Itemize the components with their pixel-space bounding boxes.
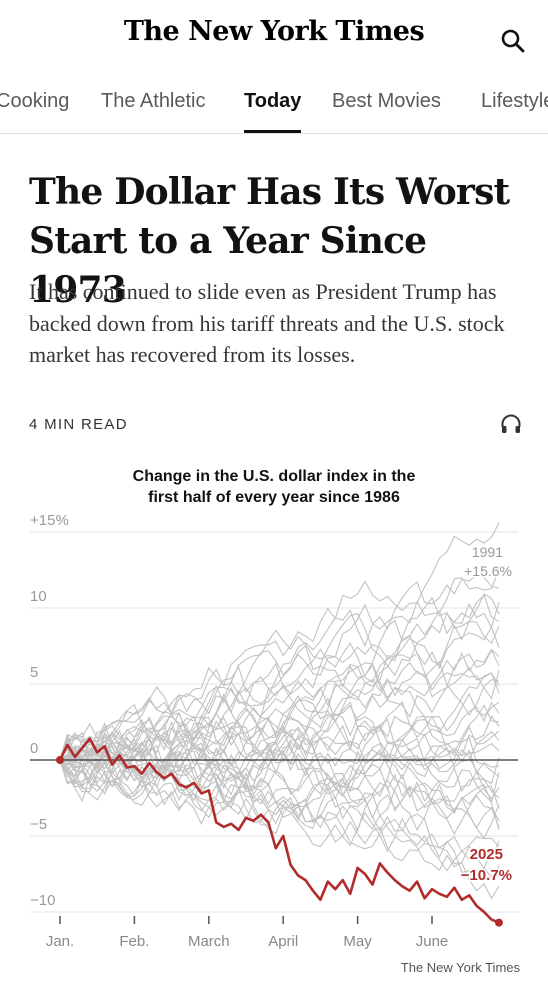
x-tick-label: March bbox=[188, 933, 230, 950]
x-tick-label: Jan. bbox=[46, 933, 74, 950]
chart-credit: The New York Times bbox=[400, 960, 520, 975]
headline-line-2: Start to a Year Since 1973 bbox=[29, 220, 427, 311]
nav-item-the-athletic[interactable]: The Athletic bbox=[101, 90, 206, 112]
x-tick-label: Feb. bbox=[119, 933, 149, 950]
background-year-line bbox=[59, 718, 500, 797]
nav-item-today[interactable]: Today bbox=[244, 88, 302, 133]
background-year-line bbox=[59, 661, 500, 781]
year-2025-end-dot bbox=[494, 918, 503, 927]
background-year-line bbox=[59, 648, 500, 765]
site-header: The New York Times bbox=[0, 0, 548, 78]
background-year-line bbox=[59, 733, 500, 806]
label-1991-value: +15.6% bbox=[464, 563, 512, 579]
label-2025-value: −10.7% bbox=[461, 867, 512, 884]
background-year-line bbox=[59, 697, 500, 785]
background-year-line bbox=[59, 733, 500, 815]
background-year-line bbox=[59, 594, 500, 761]
y-tick-label: +15% bbox=[30, 512, 69, 529]
year-2025-line bbox=[58, 737, 500, 924]
background-year-line bbox=[59, 648, 500, 761]
nyt-logo[interactable]: The New York Times bbox=[123, 16, 425, 47]
background-year-line bbox=[59, 729, 500, 804]
y-tick-label: −5 bbox=[30, 816, 47, 833]
background-year-line bbox=[59, 743, 500, 872]
nav-item-cooking[interactable]: Cooking bbox=[0, 90, 70, 112]
article-summary: It has continued to slide even as Presid… bbox=[29, 279, 505, 367]
background-year-line bbox=[59, 742, 500, 833]
background-year-line bbox=[59, 736, 500, 793]
label-1991-year: 1991 bbox=[472, 544, 503, 560]
y-tick-label: 0 bbox=[30, 740, 38, 757]
background-year-line bbox=[59, 686, 500, 767]
x-tick-label: June bbox=[416, 933, 449, 950]
chart-title-line-1: Change in the U.S. dollar index in the bbox=[132, 468, 416, 485]
y-tick-label: 5 bbox=[30, 664, 38, 681]
dollar-index-chart: +15% 10 5 0 −5 −10 Jan. Feb. March April May June 20… bbox=[30, 512, 518, 950]
background-year-line bbox=[59, 749, 500, 853]
x-tick-label: May bbox=[343, 933, 372, 950]
x-tick-label: April bbox=[268, 933, 298, 950]
background-year-line bbox=[59, 759, 500, 835]
nav-item-lifestyle[interactable]: Lifestyle bbox=[481, 90, 548, 112]
headline-line-1: The Dollar Has Its Worst bbox=[29, 171, 510, 213]
y-tick-label: −10 bbox=[30, 892, 55, 909]
background-year-line bbox=[59, 593, 500, 761]
background-year-line bbox=[59, 574, 500, 761]
headphones-icon[interactable] bbox=[499, 412, 523, 436]
background-year-line bbox=[59, 715, 500, 770]
article-headline: The Dollar Has Its Worst Start to a Year… bbox=[29, 168, 529, 315]
label-2025-year: 2025 bbox=[470, 846, 503, 863]
section-nav: Cooking The Athletic Today Best Movies L… bbox=[0, 78, 548, 134]
year-2025-start-dot bbox=[56, 756, 64, 764]
chart-title-line-2: first half of every year since 1986 bbox=[148, 489, 400, 506]
background-year-line bbox=[59, 701, 500, 770]
y-tick-label: 10 bbox=[30, 588, 47, 605]
chart-title: Change in the U.S. dollar index in the f… bbox=[0, 466, 548, 508]
nav-item-best-movies[interactable]: Best Movies bbox=[332, 90, 441, 112]
search-icon[interactable] bbox=[500, 28, 526, 54]
read-time: 4 MIN READ bbox=[29, 416, 128, 433]
background-year-line bbox=[59, 755, 500, 900]
